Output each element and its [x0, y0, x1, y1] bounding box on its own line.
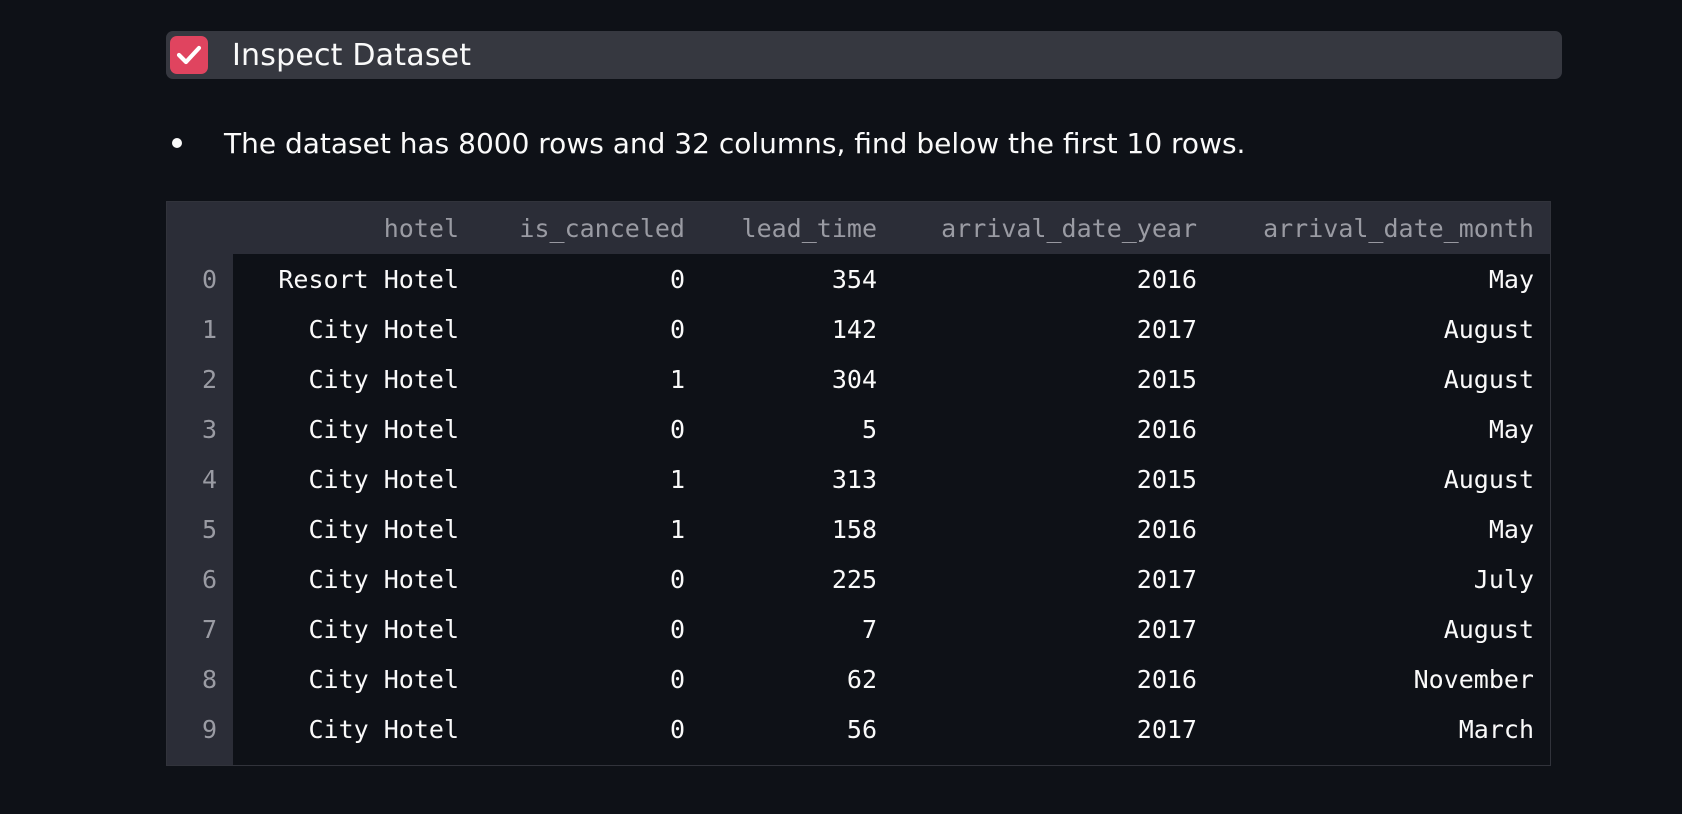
- cell-is-canceled[interactable]: 0: [669, 264, 685, 294]
- cell-hotel[interactable]: City Hotel: [308, 464, 459, 494]
- cell-hotel[interactable]: City Hotel: [308, 414, 459, 444]
- cell-lead-time[interactable]: 5: [861, 414, 877, 444]
- column-header-lead-time[interactable]: lead_time: [741, 213, 877, 243]
- column-header-arrival-date-month[interactable]: arrival_date_month: [1263, 213, 1534, 243]
- inspect-dataset-checkbox[interactable]: [170, 36, 208, 74]
- cell-arrival-date-year[interactable]: 2016: [1136, 264, 1197, 294]
- dataframe-table[interactable]: hotel is_canceled lead_time arrival_date…: [166, 201, 1551, 766]
- cell-arrival-date-year[interactable]: 2017: [1136, 314, 1197, 344]
- table-row[interactable]: 5 City Hotel 1 158 2016 May: [167, 504, 1534, 554]
- cell-arrival-date-month[interactable]: August: [1443, 614, 1534, 644]
- cell-arrival-date-month[interactable]: July: [1473, 564, 1534, 594]
- cell-hotel[interactable]: City Hotel: [308, 564, 459, 594]
- cell-is-canceled[interactable]: 0: [669, 414, 685, 444]
- cell-arrival-date-year[interactable]: 2016: [1136, 514, 1197, 544]
- column-header-hotel[interactable]: hotel: [383, 213, 459, 243]
- cell-lead-time[interactable]: 354: [831, 264, 877, 294]
- bullet-icon: [172, 138, 182, 148]
- cell-arrival-date-month[interactable]: May: [1488, 414, 1534, 444]
- table-row[interactable]: 0 Resort Hotel 0 354 2016 May: [167, 254, 1534, 304]
- column-header-index[interactable]: [167, 202, 233, 254]
- cell-arrival-date-year[interactable]: 2016: [1136, 664, 1197, 694]
- cell-hotel[interactable]: City Hotel: [308, 714, 459, 744]
- cell-arrival-date-year[interactable]: 2017: [1136, 714, 1197, 744]
- cell-lead-time[interactable]: 158: [831, 514, 877, 544]
- row-index[interactable]: 8: [201, 664, 217, 694]
- header-row-bg: [167, 202, 1550, 254]
- row-index[interactable]: 2: [201, 364, 217, 394]
- cell-hotel[interactable]: City Hotel: [308, 314, 459, 344]
- table-row[interactable]: 9 City Hotel 0 56 2017 March: [167, 704, 1534, 754]
- row-index[interactable]: 3: [201, 414, 217, 444]
- row-index[interactable]: 5: [201, 514, 217, 544]
- row-index[interactable]: 4: [201, 464, 217, 494]
- checkmark-icon: [176, 45, 202, 65]
- cell-arrival-date-month[interactable]: August: [1443, 464, 1534, 494]
- cell-lead-time[interactable]: 7: [861, 614, 877, 644]
- cell-hotel[interactable]: City Hotel: [308, 614, 459, 644]
- column-header-arrival-date-year[interactable]: arrival_date_year: [941, 213, 1197, 243]
- cell-is-canceled[interactable]: 0: [669, 714, 685, 744]
- cell-arrival-date-month[interactable]: November: [1413, 664, 1534, 694]
- cell-hotel[interactable]: Resort Hotel: [278, 264, 459, 294]
- cell-lead-time[interactable]: 56: [846, 714, 877, 744]
- cell-arrival-date-year[interactable]: 2015: [1136, 364, 1197, 394]
- row-index[interactable]: 0: [201, 264, 217, 294]
- table-row[interactable]: 4 City Hotel 1 313 2015 August: [167, 454, 1534, 504]
- table-row[interactable]: 2 City Hotel 1 304 2015 August: [167, 354, 1534, 404]
- inspect-dataset-expander[interactable]: Inspect Dataset: [166, 31, 1562, 79]
- cell-arrival-date-month[interactable]: August: [1443, 364, 1534, 394]
- cell-hotel[interactable]: City Hotel: [308, 664, 459, 694]
- column-header-is-canceled[interactable]: is_canceled: [519, 213, 685, 243]
- cell-arrival-date-year[interactable]: 2017: [1136, 614, 1197, 644]
- table-header-row: hotel is_canceled lead_time arrival_date…: [167, 202, 1534, 254]
- cell-arrival-date-year[interactable]: 2017: [1136, 564, 1197, 594]
- cell-is-canceled[interactable]: 1: [669, 514, 685, 544]
- row-index[interactable]: 6: [201, 564, 217, 594]
- cell-lead-time[interactable]: 142: [831, 314, 877, 344]
- cell-hotel[interactable]: City Hotel: [308, 514, 459, 544]
- table-row[interactable]: 7 City Hotel 0 7 2017 August: [167, 604, 1534, 654]
- cell-is-canceled[interactable]: 1: [669, 464, 685, 494]
- cell-arrival-date-year[interactable]: 2016: [1136, 414, 1197, 444]
- cell-is-canceled[interactable]: 0: [669, 614, 685, 644]
- cell-hotel[interactable]: City Hotel: [308, 364, 459, 394]
- cell-is-canceled[interactable]: 0: [669, 564, 685, 594]
- cell-arrival-date-month[interactable]: May: [1488, 514, 1534, 544]
- table-row[interactable]: 1 City Hotel 0 142 2017 August: [167, 304, 1534, 354]
- index-column-bg: [167, 202, 233, 765]
- data-grid: hotel is_canceled lead_time arrival_date…: [167, 202, 1534, 754]
- cell-lead-time[interactable]: 313: [831, 464, 877, 494]
- cell-lead-time[interactable]: 225: [831, 564, 877, 594]
- cell-arrival-date-month[interactable]: August: [1443, 314, 1534, 344]
- cell-lead-time[interactable]: 62: [846, 664, 877, 694]
- cell-arrival-date-month[interactable]: March: [1458, 714, 1534, 744]
- table-row[interactable]: 8 City Hotel 0 62 2016 November: [167, 654, 1534, 704]
- dataset-summary: The dataset has 8000 rows and 32 columns…: [172, 120, 1245, 166]
- table-row[interactable]: 3 City Hotel 0 5 2016 May: [167, 404, 1534, 454]
- dataset-summary-text: The dataset has 8000 rows and 32 columns…: [224, 126, 1246, 160]
- cell-is-canceled[interactable]: 0: [669, 664, 685, 694]
- row-index[interactable]: 9: [201, 714, 217, 744]
- cell-arrival-date-month[interactable]: May: [1488, 264, 1534, 294]
- cell-is-canceled[interactable]: 0: [669, 314, 685, 344]
- cell-is-canceled[interactable]: 1: [669, 364, 685, 394]
- table-row[interactable]: 6 City Hotel 0 225 2017 July: [167, 554, 1534, 604]
- row-index[interactable]: 7: [201, 614, 217, 644]
- row-index[interactable]: 1: [201, 314, 217, 344]
- cell-lead-time[interactable]: 304: [831, 364, 877, 394]
- expander-title: Inspect Dataset: [232, 37, 472, 73]
- cell-arrival-date-year[interactable]: 2015: [1136, 464, 1197, 494]
